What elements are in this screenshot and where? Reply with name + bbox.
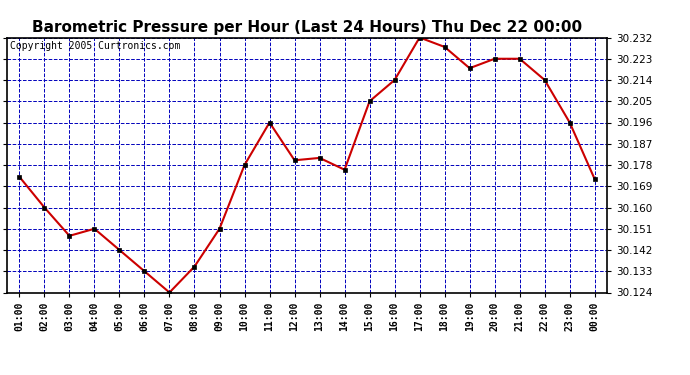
- Text: Copyright 2005 Curtronics.com: Copyright 2005 Curtronics.com: [10, 41, 180, 51]
- Title: Barometric Pressure per Hour (Last 24 Hours) Thu Dec 22 00:00: Barometric Pressure per Hour (Last 24 Ho…: [32, 20, 582, 35]
